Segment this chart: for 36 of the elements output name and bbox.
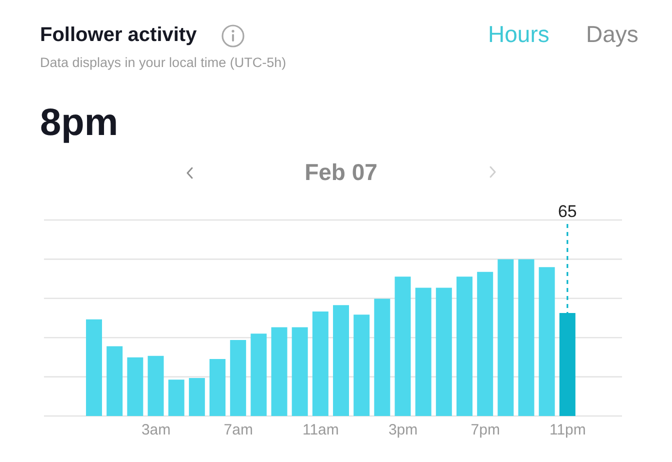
bar — [168, 380, 184, 416]
bar — [127, 357, 144, 416]
bar — [477, 272, 494, 416]
data-label: 65 — [558, 202, 577, 221]
x-tick-label: 11am — [302, 422, 339, 439]
bar — [456, 276, 472, 416]
bar — [292, 327, 308, 416]
x-tick-label: 3am — [141, 422, 171, 439]
text: Feb 07 — [304, 159, 378, 185]
x-tick-label: 11pm — [549, 422, 586, 439]
bar — [250, 334, 267, 416]
bar — [230, 340, 246, 416]
bar — [415, 288, 432, 416]
bar — [518, 259, 534, 416]
bar — [106, 346, 123, 416]
text: Hours — [488, 21, 550, 47]
bar — [148, 356, 164, 416]
bar — [86, 319, 102, 416]
bar — [188, 378, 205, 416]
x-tick-label: 7pm — [470, 422, 500, 439]
bar — [436, 288, 452, 416]
text: Days — [586, 21, 638, 47]
x-tick-label: 3pm — [388, 422, 418, 439]
chart-subtitle: Data displays in your local time (UTC-5h) — [40, 55, 286, 70]
x-tick-label: 7am — [224, 422, 253, 439]
bar — [498, 259, 514, 416]
bar — [538, 267, 555, 416]
bar — [354, 314, 370, 416]
bar — [210, 358, 226, 416]
bar — [312, 311, 328, 416]
bar — [374, 298, 390, 416]
chart-title: Follower activity — [40, 24, 197, 46]
bar — [271, 327, 288, 416]
bar — [394, 276, 411, 416]
text: 8pm — [40, 102, 118, 144]
bar — [333, 305, 349, 416]
